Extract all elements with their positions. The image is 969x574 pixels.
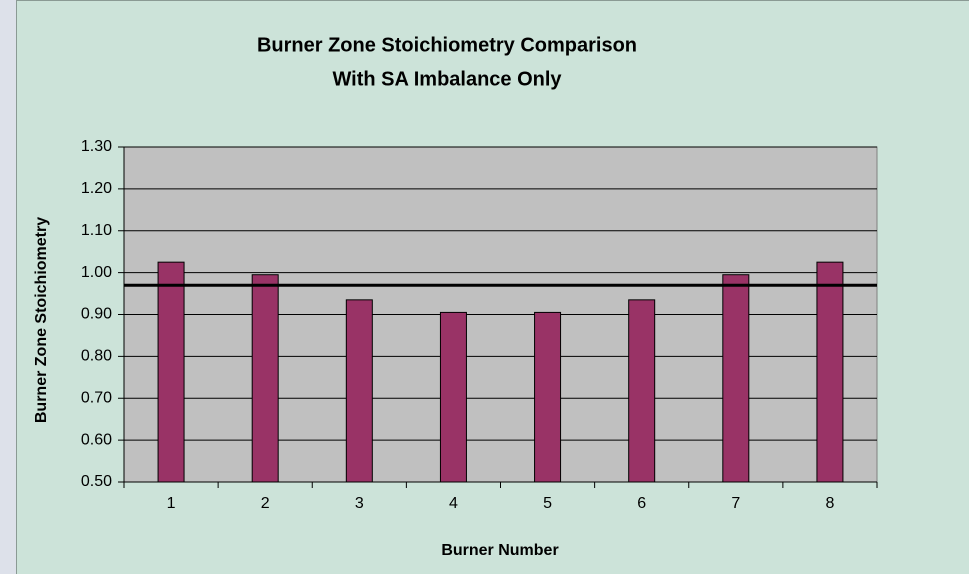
y-tick-label: 0.50	[81, 473, 112, 490]
x-tick-label: 4	[449, 495, 458, 512]
bar	[251, 274, 279, 483]
x-tick-label: 1	[167, 495, 176, 512]
bar	[628, 299, 656, 483]
y-tick-label: 0.60	[81, 431, 112, 448]
chart-title: With SA Imbalance Only	[332, 68, 562, 90]
bar	[722, 274, 750, 483]
y-tick-label: 0.90	[81, 306, 112, 323]
bar	[534, 311, 562, 483]
y-tick-label: 1.10	[81, 222, 112, 239]
bar	[439, 311, 467, 483]
bar	[157, 261, 185, 483]
bar	[345, 299, 373, 483]
y-tick-label: 1.20	[81, 180, 112, 197]
y-tick-label: 1.00	[81, 264, 112, 281]
x-tick-label: 3	[355, 495, 364, 512]
y-axis-label: Burner Zone Stoichiometry	[33, 217, 50, 423]
chart-title: Burner Zone Stoichiometry Comparison	[257, 34, 637, 56]
y-tick-label: 1.30	[81, 138, 112, 155]
x-tick-label: 8	[825, 495, 834, 512]
x-tick-label: 5	[543, 495, 552, 512]
x-tick-label: 7	[731, 495, 740, 512]
x-tick-label: 2	[261, 495, 270, 512]
x-axis-label: Burner Number	[441, 542, 558, 559]
y-tick-label: 0.80	[81, 348, 112, 365]
bar	[816, 261, 844, 483]
y-tick-label: 0.70	[81, 389, 112, 406]
x-tick-label: 6	[637, 495, 646, 512]
